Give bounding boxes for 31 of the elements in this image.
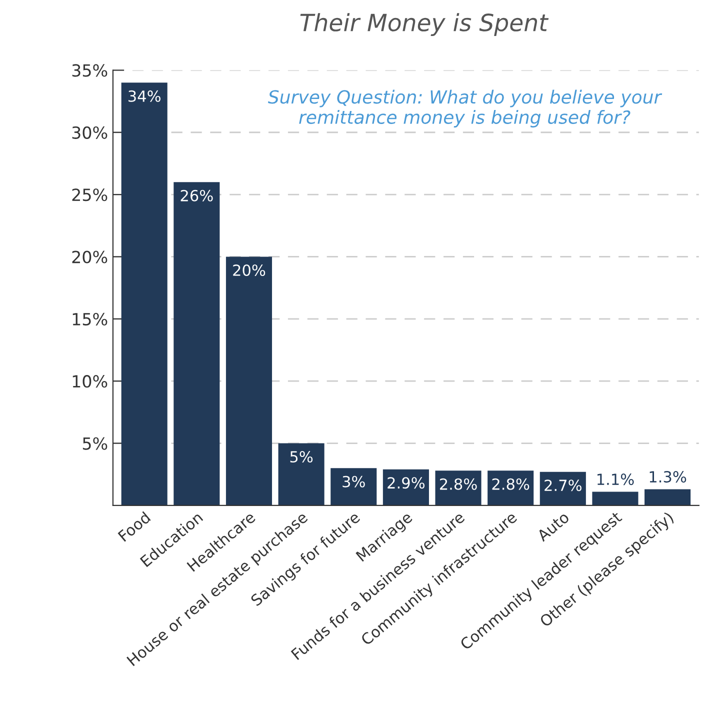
data-label: 1.3% [650, 471, 686, 483]
y-tick-label: 25% [72, 188, 108, 202]
y-tick-label: 15% [72, 312, 108, 326]
y-tick-label: 10% [72, 375, 108, 388]
data-label: 5% [290, 450, 313, 463]
bar [488, 470, 534, 506]
y-tick-label: 20% [72, 250, 108, 264]
data-label: 26% [180, 190, 213, 202]
bar [644, 489, 691, 506]
data-label: 3% [342, 476, 365, 488]
bar [121, 82, 168, 506]
data-label: 34% [128, 90, 160, 102]
y-tick-label: 30% [72, 126, 108, 139]
bar [435, 470, 482, 506]
bar [540, 472, 586, 506]
chart-title: Their Money is Spent [300, 13, 549, 36]
bar [174, 182, 220, 506]
data-label: 2.9% [388, 477, 425, 489]
annotation: Survey Question: What do you believe your remittance money is being used for? [268, 90, 662, 128]
y-tick-label: 5% [82, 437, 108, 450]
data-label: 2.8% [440, 478, 477, 490]
data-label: 2.7% [544, 480, 582, 492]
data-label: 2.8% [492, 478, 530, 490]
bar [330, 468, 377, 506]
y-tick-label: 35% [72, 64, 108, 77]
bar [278, 443, 324, 506]
bar [382, 469, 429, 506]
bar [592, 492, 638, 506]
data-label: 1.1% [598, 474, 634, 486]
bar [226, 256, 272, 506]
data-label: 20% [233, 264, 266, 276]
